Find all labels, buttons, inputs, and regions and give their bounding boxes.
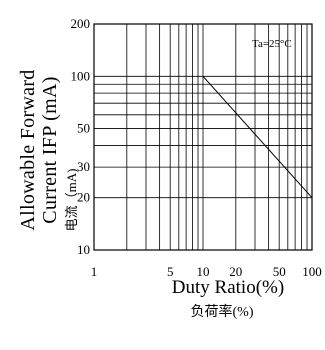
grid: [94, 24, 312, 250]
series-line: [202, 75, 313, 199]
y-axis-label-line2: Current IFP (mA): [39, 76, 61, 223]
y-tick-label: 50: [77, 121, 90, 136]
x-tick-label: 50: [273, 264, 286, 279]
y-tick-label: 100: [71, 68, 91, 83]
x-tick-label: 100: [302, 264, 322, 279]
plot-frame: [93, 23, 313, 251]
y-tick-label: 30: [77, 159, 90, 174]
tick-labels: 1 5 10 20 50 100 10 20 30 50 100 200: [71, 16, 322, 279]
y-tick-label: 200: [71, 16, 91, 31]
x-axis-label-zh: 负荷率(%): [191, 303, 254, 320]
x-tick-label: 5: [167, 264, 174, 279]
annotation-ta: Ta=25°C: [252, 38, 292, 50]
x-axis-label: Duty Ratio(%): [172, 277, 284, 298]
y-axis-label-line1: Allowable Forward: [17, 69, 39, 230]
x-tick-label: 1: [91, 264, 98, 279]
x-tick-label: 10: [197, 264, 210, 279]
y-tick-label: 10: [77, 242, 90, 257]
x-tick-label: 20: [229, 264, 242, 279]
y-tick-label: 20: [77, 190, 90, 205]
series: [202, 75, 313, 199]
y-axis-label-zh: 电流（mA): [64, 169, 79, 232]
